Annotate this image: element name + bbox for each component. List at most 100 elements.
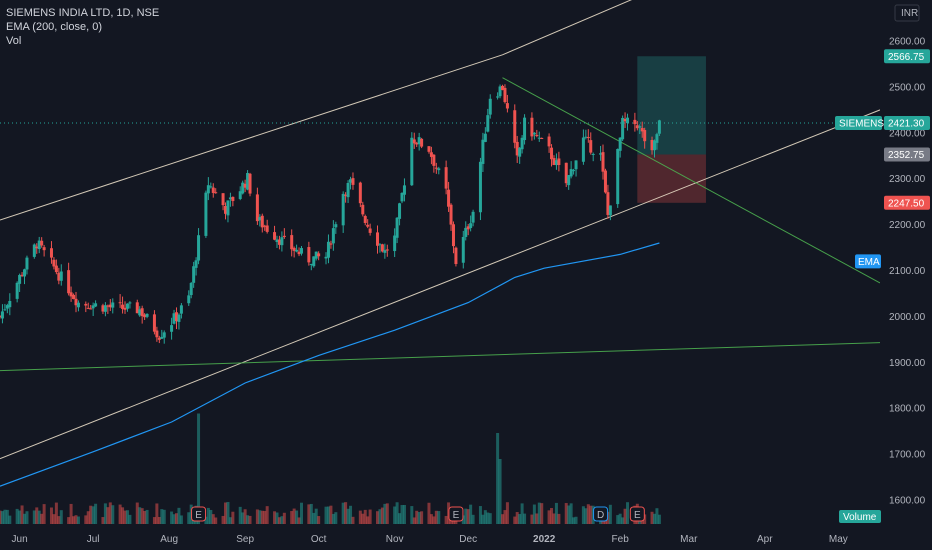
candle-body (599, 153, 603, 155)
candle-body (32, 244, 36, 257)
candle-body (464, 227, 468, 237)
candle-body (603, 170, 607, 193)
candle-body (520, 137, 524, 150)
volume-bar (586, 504, 590, 524)
candle-body (349, 179, 353, 183)
volume-tag-bg (839, 510, 881, 523)
volume-bar (140, 508, 144, 524)
candle-body (145, 313, 149, 317)
candle-body (172, 313, 176, 324)
volume-bar (557, 513, 561, 524)
candle-body (246, 173, 250, 190)
target-price-label: 2566.75 (888, 52, 925, 63)
candle-body (380, 244, 384, 252)
candle-body (503, 87, 507, 103)
candle-body (591, 153, 595, 155)
candle-body (640, 128, 644, 132)
candle-body (505, 103, 509, 109)
candle-body (368, 228, 372, 233)
candle-body (383, 250, 387, 253)
candle-body (643, 130, 647, 142)
y-tick-label: 2500.00 (889, 82, 926, 93)
volume-bar (145, 509, 149, 524)
volume-bar (265, 506, 269, 524)
candle-body (324, 256, 328, 259)
candle-body (170, 325, 174, 332)
volume-bar (515, 512, 519, 524)
candle-body (35, 246, 39, 249)
volume-bar (393, 506, 397, 524)
candle-body (657, 120, 661, 134)
volume-bar (429, 514, 433, 524)
candle-body (650, 139, 654, 151)
volume-bar (282, 512, 286, 524)
candle-body (466, 226, 470, 230)
candle-body (513, 110, 517, 143)
candle-body (363, 215, 367, 223)
candle-body (478, 161, 482, 213)
candle-body (260, 215, 264, 228)
volume-bar (211, 514, 215, 524)
volume-bar (179, 515, 183, 524)
candle-body (375, 232, 379, 246)
candle-body (23, 269, 27, 277)
candle-body (358, 182, 362, 204)
candle-body (454, 247, 458, 264)
event-marker-label: D (597, 510, 604, 521)
volume-bar (89, 505, 93, 524)
volume-bar (197, 413, 201, 524)
volume-bar (125, 510, 129, 524)
volume-bar (0, 511, 4, 524)
volume-bar (395, 502, 399, 524)
volume-bar (52, 514, 56, 524)
volume-bar (368, 509, 372, 524)
volume-bar (417, 512, 421, 524)
candle-body (54, 265, 58, 273)
volume-bar (255, 509, 259, 524)
volume-bar (138, 507, 142, 524)
candle-body (616, 148, 620, 205)
volume-bar (608, 504, 612, 524)
candle-body (209, 186, 213, 188)
volume-bar (174, 513, 178, 524)
volume-bar (618, 513, 622, 524)
candle-body (248, 173, 252, 194)
volume-bar (331, 513, 335, 524)
candle-body (417, 137, 421, 145)
stop-price-label: 2247.50 (888, 198, 925, 209)
volume-bar (535, 513, 539, 524)
candle-body (118, 302, 122, 304)
candle-body (211, 187, 215, 193)
volume-bar (346, 508, 350, 524)
volume-bar (101, 517, 105, 524)
volume-bar (655, 508, 659, 524)
candle-body (140, 308, 144, 317)
ema-line (0, 242, 660, 487)
candle-body (25, 257, 29, 270)
volume-bar (375, 511, 379, 524)
candle-body (8, 300, 12, 308)
candle-body (486, 115, 490, 132)
volume-bar (572, 517, 576, 524)
y-tick-label: 2400.00 (889, 128, 926, 139)
candle-body (378, 244, 382, 246)
candle-body (86, 307, 90, 309)
candle-body (143, 314, 147, 318)
x-tick-label: Sep (236, 534, 254, 545)
volume-bar (25, 511, 29, 524)
candle-body (297, 251, 301, 255)
volume-bar (67, 517, 71, 524)
volume-bar (231, 511, 235, 524)
candle-body (49, 248, 53, 258)
candle-body (292, 247, 296, 251)
volume-bar (567, 505, 571, 524)
volume-label: Vol (6, 35, 22, 47)
candle-body (189, 282, 193, 296)
event-marker (191, 506, 207, 522)
volume-bar (505, 502, 509, 524)
x-tick-label: Oct (311, 534, 327, 545)
volume-bar (341, 502, 345, 524)
y-tick-label: 1900.00 (889, 358, 926, 369)
candle-body (282, 235, 286, 237)
